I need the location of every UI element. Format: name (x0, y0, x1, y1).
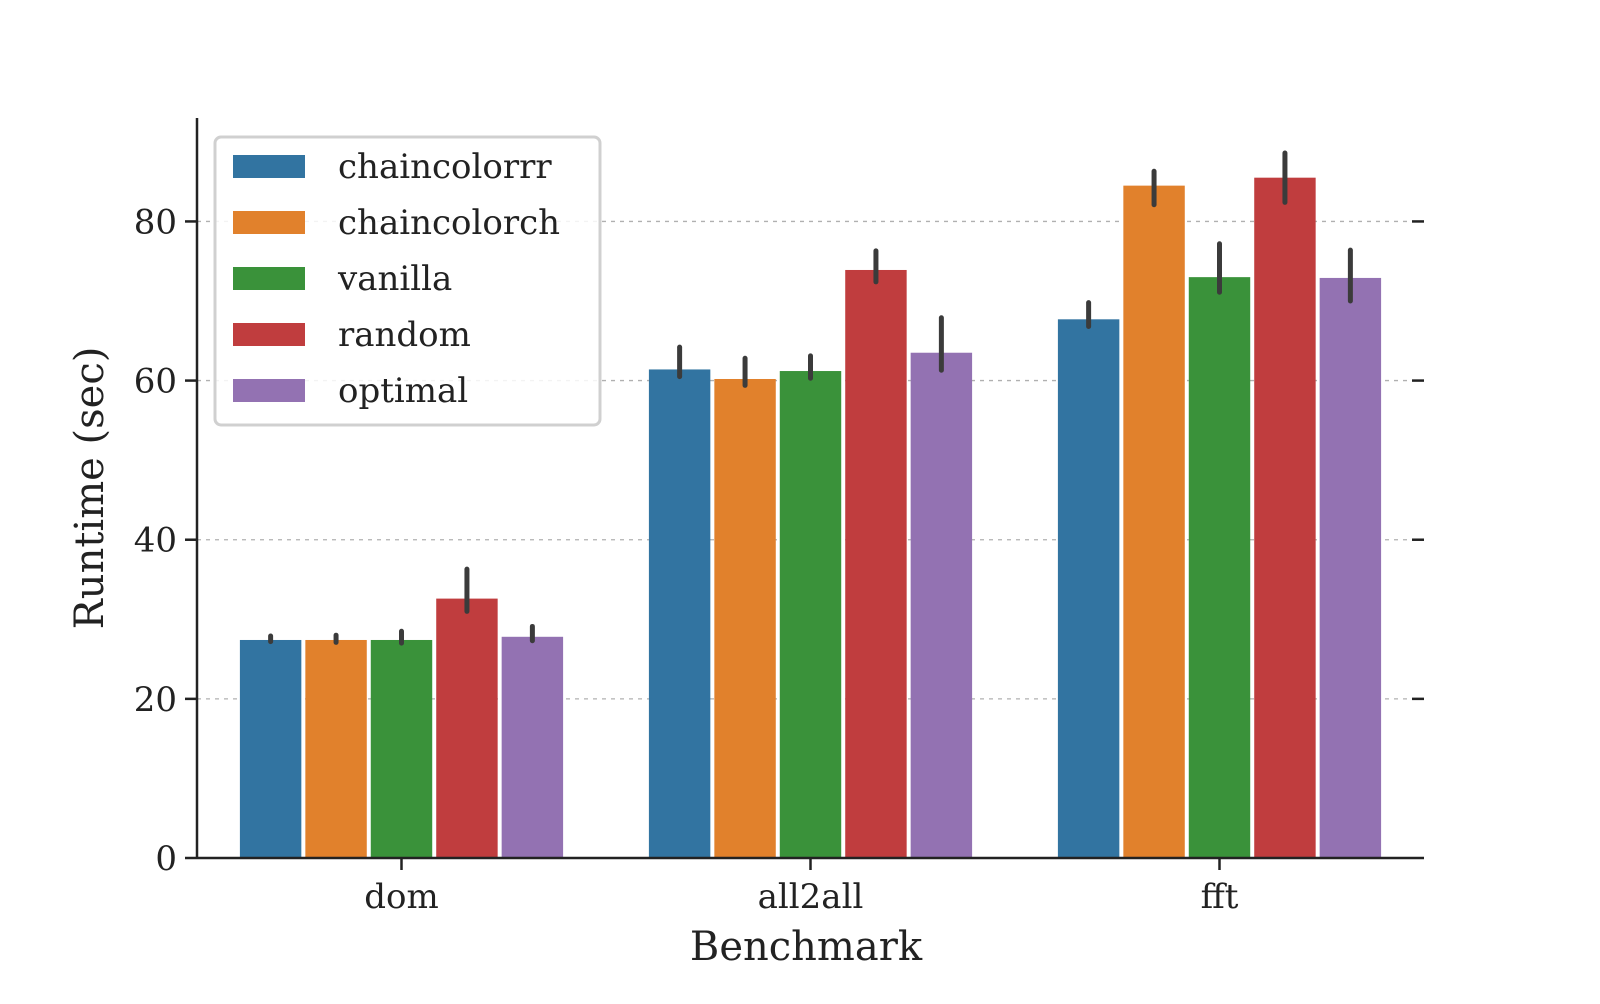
legend-label-chaincolorch: chaincolorch (338, 203, 560, 243)
bar-vanilla-all2all (779, 371, 842, 858)
x-axis-label: Benchmark (690, 924, 923, 970)
x-tick-label-fft: fft (1201, 877, 1239, 917)
legend-label-random: random (338, 315, 471, 355)
legend-swatch-chaincolorrr (233, 155, 305, 178)
legend-label-chaincolorrr: chaincolorrr (338, 147, 552, 187)
x-tick-label-dom: dom (364, 877, 438, 917)
legend-label-optimal: optimal (338, 371, 468, 411)
bar-chaincolorch-fft (1123, 185, 1185, 859)
bar-optimal-dom (501, 636, 564, 858)
y-tick-label-60: 60 (134, 362, 177, 402)
bar-random-fft (1254, 177, 1316, 858)
y-axis-label: Runtime (sec) (67, 347, 113, 630)
bar-chaincolorch-dom (305, 639, 367, 858)
x-tick-label-all2all: all2all (758, 877, 864, 917)
bar-random-dom (436, 598, 498, 858)
bar-chaincolorrr-all2all (648, 369, 711, 858)
bar-optimal-all2all (910, 352, 973, 858)
error-bars (268, 150, 1353, 646)
y-tick-label-40: 40 (134, 521, 177, 561)
bar-vanilla-dom (370, 639, 433, 858)
legend-swatch-optimal (233, 379, 305, 402)
bar-chaincolorrr-fft (1057, 319, 1120, 858)
bar-random-all2all (845, 269, 907, 858)
bars (239, 177, 1382, 859)
bar-chaincolorrr-dom (239, 639, 302, 858)
legend-swatch-vanilla (233, 267, 305, 290)
legend-label-vanilla: vanilla (337, 259, 452, 299)
legend-swatch-chaincolorch (233, 211, 305, 234)
legend-swatch-random (233, 323, 305, 346)
bar-chaincolorch-all2all (714, 378, 776, 858)
y-tick-label-80: 80 (134, 202, 177, 242)
legend-frame (213, 135, 602, 427)
y-tick-label-0: 0 (155, 839, 177, 879)
bar-optimal-fft (1319, 277, 1382, 858)
y-tick-label-20: 20 (134, 680, 177, 720)
legend: chaincolorrr chaincolorch vanilla random opt… (213, 135, 602, 427)
ticks: 0 20 40 60 80 dom all2all fft (134, 202, 1424, 917)
bar-vanilla-fft (1188, 277, 1251, 858)
